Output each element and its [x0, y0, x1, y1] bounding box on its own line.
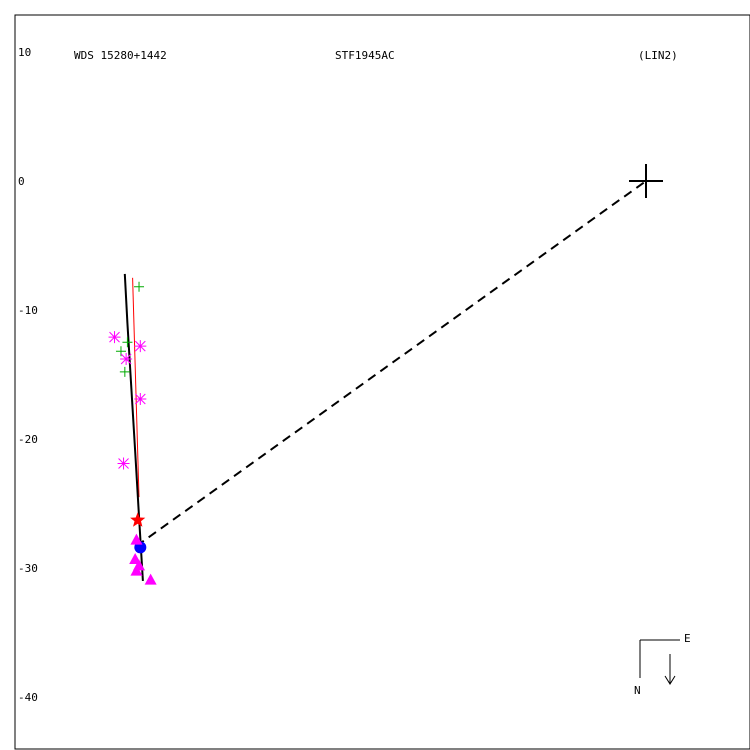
header-right-label: (LIN2)	[638, 49, 678, 62]
observation-markers	[108, 281, 157, 585]
green-plus-marker	[119, 366, 130, 377]
orbit-black-line	[123, 273, 144, 581]
y-tick-label: -40	[18, 691, 38, 704]
magenta-asterisk-marker	[120, 353, 133, 366]
orbit-red-line	[132, 277, 140, 498]
y-tick-label: -30	[18, 562, 38, 575]
green-plus-marker	[122, 337, 133, 348]
east-label: E	[684, 632, 691, 645]
orbit-lines	[123, 273, 144, 581]
north-label: N	[634, 684, 641, 697]
green-plus-marker	[115, 346, 126, 357]
orientation-indicator: E N	[634, 632, 691, 697]
y-tick-label: -10	[18, 304, 38, 317]
y-tick-label: 10	[18, 46, 31, 59]
plot-frame	[14, 14, 750, 750]
primary-star-group	[629, 164, 663, 198]
primary-star-marker	[629, 164, 663, 198]
red-star-marker	[130, 512, 146, 527]
magenta-asterisk-marker	[134, 340, 147, 353]
magenta-triangle-marker	[130, 533, 143, 545]
magenta-asterisk-marker	[134, 393, 147, 406]
magenta-triangle-marker	[144, 573, 157, 585]
header-center-label: STF1945AC	[335, 49, 395, 62]
magenta-asterisk-marker	[117, 457, 130, 470]
header-left-label: WDS 15280+1442	[74, 49, 167, 62]
y-tick-label: 0	[18, 175, 25, 188]
magenta-triangle-marker	[133, 559, 146, 571]
y-tick-label: -20	[18, 433, 38, 446]
magenta-asterisk-marker	[108, 331, 121, 344]
green-plus-marker	[134, 281, 145, 292]
direction-arrow-icon	[664, 675, 676, 685]
y-axis-tick-labels: 10 0 -10 -20 -30 -40	[18, 46, 38, 704]
